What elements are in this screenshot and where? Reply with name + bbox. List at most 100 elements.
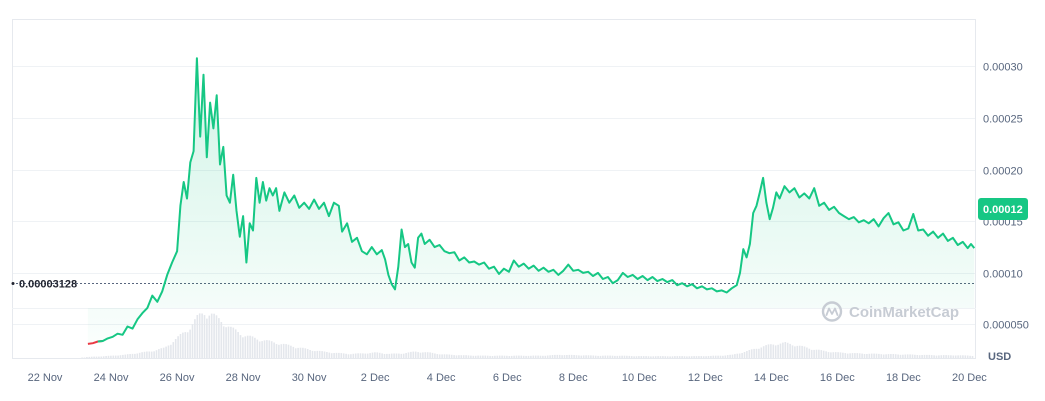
volume-bar-48 [196,315,199,358]
volume-bar-115 [357,353,359,358]
volume-bar-12 [110,355,112,358]
volume-bar-307 [818,349,820,358]
volume-bar-240 [657,356,659,358]
volume-bar-369 [966,355,969,358]
volume-bar-8 [100,356,103,358]
volume-bar-166 [479,355,482,358]
volume-bar-214 [594,355,597,358]
volume-bar-66 [239,335,242,358]
volume-bar-265 [717,355,719,358]
volume-bar-330 [873,353,875,358]
volume-bar-113 [352,353,355,358]
volume-bar-139 [414,351,417,358]
volume-bar-183 [520,355,523,358]
volume-bar-156 [455,355,458,358]
x-tick-label-6: 4 Dec [427,372,456,384]
volume-bar-73 [256,339,259,358]
volume-bar-269 [726,355,729,358]
volume-bar-239 [654,356,657,358]
volume-bar-327 [866,354,868,358]
volume-bar-339 [894,354,897,358]
volume-bar-138 [412,351,415,358]
volume-bar-321 [851,353,854,358]
volume-bar-180 [513,355,515,358]
volume-bar-104 [330,353,333,358]
volume-bar-162 [470,355,472,358]
volume-bar-249 [678,356,681,358]
volume-bar-353 [928,354,931,358]
volume-bar-206 [575,355,578,358]
volume-bar-146 [431,352,434,358]
volume-bar-97 [314,351,316,358]
volume-bar-107 [338,352,340,358]
volume-bar-116 [359,353,362,358]
x-tick-label-4: 30 Nov [292,372,327,384]
volume-bar-61 [227,326,230,358]
volume-bar-95 [309,350,311,358]
x-tick-label-7: 6 Dec [493,372,522,384]
volume-bar-213 [592,355,595,358]
x-tick-label-8: 8 Dec [559,372,588,384]
volume-bar-203 [568,354,571,358]
volume-bar-163 [472,355,475,358]
volume-bar-235 [645,356,647,358]
volume-bar-276 [743,352,746,358]
volume-bar-362 [950,355,952,358]
volume-bar-188 [532,355,535,358]
volume-bar-127 [386,353,388,358]
volume-bar-256 [695,356,698,358]
price-area-fill [87,58,975,344]
volume-bar-266 [719,355,722,358]
x-tick-label-9: 10 Dec [622,372,657,384]
volume-bar-80 [273,342,275,358]
volume-bar-93 [304,348,307,358]
volume-bar-273 [736,353,739,358]
volume-bar-333 [880,354,883,358]
volume-bar-283 [760,347,763,358]
volume-bar-358 [940,355,943,358]
volume-bar-261 [707,356,710,358]
volume-bar-4 [90,356,93,358]
currency-unit-label: USD [988,351,1011,363]
volume-bar-319 [846,353,849,358]
volume-bar-60 [225,327,227,358]
volume-bar-308 [820,350,823,358]
volume-bar-9 [102,356,105,358]
volume-bar-41 [179,334,182,358]
volume-bar-96 [311,350,314,358]
start-price-label: 0.00003128 [19,279,77,291]
volume-bar-129 [390,353,393,358]
volume-bar-160 [465,355,467,358]
volume-bar-75 [261,341,263,358]
volume-bar-136 [407,352,410,358]
volume-bar-20 [129,354,131,358]
volume-bar-52 [206,318,208,358]
volume-bar-248 [676,356,679,358]
volume-bar-38 [172,342,175,358]
volume-bar-89 [294,348,297,358]
volume-bar-211 [587,355,590,358]
volume-bar-155 [453,355,455,358]
volume-bar-50 [201,313,203,358]
volume-bar-324 [858,353,861,358]
volume-bar-222 [614,355,616,358]
current-price-badge[interactable]: 0.00012 [978,198,1028,220]
volume-bar-62 [230,326,232,358]
volume-bar-46 [191,324,194,358]
volume-bar-236 [647,356,650,358]
volume-bar-57 [218,318,220,358]
volume-bar-169 [486,355,489,358]
volume-bar-39 [174,339,177,358]
coinmarketcap-logo-icon [821,301,843,322]
volume-bar-108 [340,353,343,358]
volume-bar-27 [146,351,148,358]
volume-bar-313 [832,352,835,358]
volume-bar-223 [616,355,619,358]
volume-bar-178 [508,356,511,358]
volume-bar-232 [638,356,640,358]
volume-bar-148 [436,354,439,358]
volume-bar-268 [724,355,727,358]
volume-bar-175 [501,355,503,358]
volume-bar-303 [808,348,811,358]
x-tick-label-14: 20 Dec [952,372,987,384]
